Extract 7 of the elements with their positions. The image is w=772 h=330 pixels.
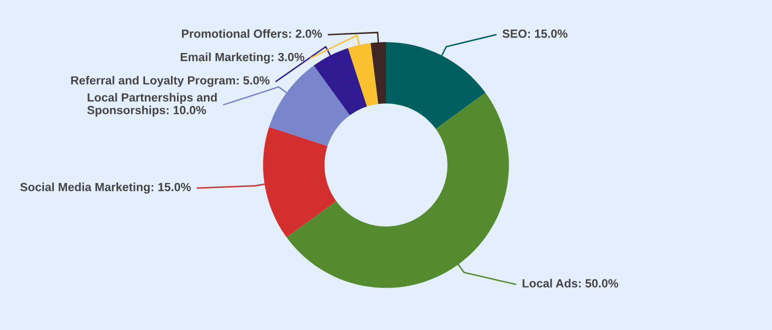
slice-label: Local Ads: 50.0% [522, 278, 618, 288]
slice-label: Promotional Offers: 2.0% [182, 29, 322, 38]
slice-label: Social Media Marketing: 15.0% [20, 182, 191, 194]
slice-label: Referral and Loyalty Program: 5.0% [71, 76, 270, 87]
slice-label: SEO: 15.0% [502, 30, 568, 38]
slice-label: Email Marketing: 3.0% [180, 52, 304, 64]
slice-label: Local Partnerships and Sponsorships: 10.0% [87, 92, 217, 117]
